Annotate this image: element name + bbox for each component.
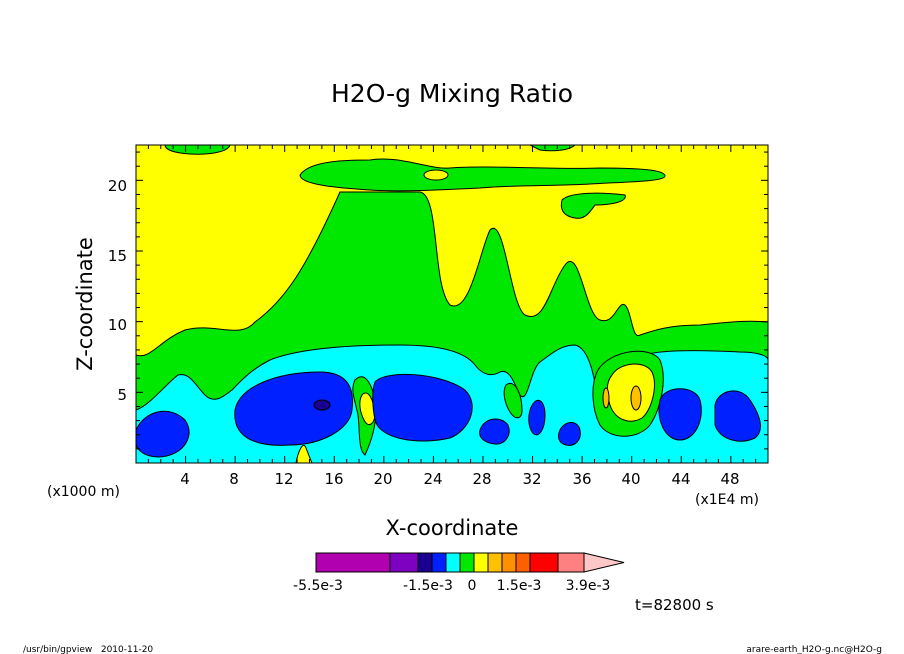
x-tick-label: 8 — [229, 470, 239, 488]
colorbar-label: 1.5e-3 — [497, 578, 542, 594]
x-tick-label: 36 — [572, 470, 591, 488]
colorbar-cell — [487, 552, 503, 573]
colorbar-cell — [459, 552, 475, 573]
x-tick-label: 40 — [621, 470, 640, 488]
colorbar-cell — [431, 552, 447, 573]
x-tick-label: 20 — [373, 470, 392, 488]
colorbar-cell — [417, 552, 433, 573]
chart-title: H2O-g Mixing Ratio — [331, 79, 573, 108]
x-tick-label: 4 — [180, 470, 190, 488]
colorbar-cell — [515, 552, 531, 573]
green-patch-right — [560, 192, 626, 219]
blue-blob-6 — [557, 422, 581, 446]
x-axis-label: X-coordinate — [386, 516, 519, 540]
x-tick-labels: 4 8 12 16 20 24 28 32 36 40 44 48 — [180, 470, 739, 488]
colorbar-label: 0 — [468, 578, 477, 594]
colorbar-cell — [501, 552, 517, 573]
blue-blob-2 — [234, 371, 354, 446]
colorbar-label: 3.9e-3 — [566, 578, 611, 594]
y-tick-label: 15 — [108, 247, 127, 265]
y-axis-label: Z-coordinate — [73, 237, 97, 371]
colorbar-cell — [557, 552, 585, 573]
x-axis-ticks — [135, 145, 769, 463]
colorbar-label: -5.5e-3 — [293, 578, 343, 594]
orange-spot — [602, 387, 610, 409]
orange-spot-2 — [630, 385, 642, 411]
colorbar — [315, 552, 625, 573]
y-axis-ticks — [136, 151, 768, 464]
x-units-right: (x1E4 m) — [695, 492, 759, 508]
green-band-top — [299, 158, 666, 192]
colorbar-cell — [529, 552, 559, 573]
x-tick-label: 48 — [720, 470, 739, 488]
darkblue-spot — [313, 399, 331, 411]
x-units-left: (x1000 m) — [47, 484, 120, 500]
colorbar-cell — [315, 552, 391, 573]
colorbar-cell — [445, 552, 461, 573]
blue-blob-3 — [372, 374, 473, 442]
blue-blob-4 — [479, 418, 510, 445]
x-tick-label: 32 — [522, 470, 541, 488]
time-label: t=82800 s — [635, 596, 714, 614]
y-tick-label: 10 — [108, 316, 127, 334]
colorbar-arrow — [583, 552, 625, 573]
x-tick-label: 44 — [671, 470, 690, 488]
plot-frame — [135, 144, 769, 464]
y-tick-label: 20 — [108, 177, 127, 195]
x-tick-label: 12 — [274, 470, 293, 488]
plot-area — [136, 145, 768, 463]
green-patch-top-left — [164, 145, 231, 155]
yellow-inset-left — [359, 392, 376, 426]
file-info: arare-earth_H2O-g.nc@H2O-g — [746, 645, 882, 654]
y-tick-label: 5 — [117, 386, 127, 404]
x-tick-label: 16 — [324, 470, 343, 488]
blue-blob-5 — [528, 400, 546, 436]
colorbar-label: -1.5e-3 — [403, 578, 453, 594]
colorbar-cell — [473, 552, 489, 573]
yellow-hole-top — [423, 169, 449, 181]
colorbar-labels: -5.5e-3 -1.5e-3 0 1.5e-3 3.9e-3 — [293, 578, 610, 594]
x-tick-label: 28 — [472, 470, 491, 488]
x-tick-label: 24 — [423, 470, 442, 488]
green-inset-mid — [503, 382, 523, 419]
program-info: /usr/bin/gpview 2010-11-20 — [23, 645, 153, 654]
yellow-strip-bottom — [295, 444, 313, 463]
y-tick-labels: 5 10 15 20 — [108, 177, 127, 404]
yellow-inset-right — [606, 363, 655, 422]
blue-blob-7 — [658, 388, 702, 441]
blue-blob-1 — [136, 410, 190, 458]
colorbar-cell — [389, 552, 419, 573]
blue-blob-8 — [714, 390, 761, 442]
